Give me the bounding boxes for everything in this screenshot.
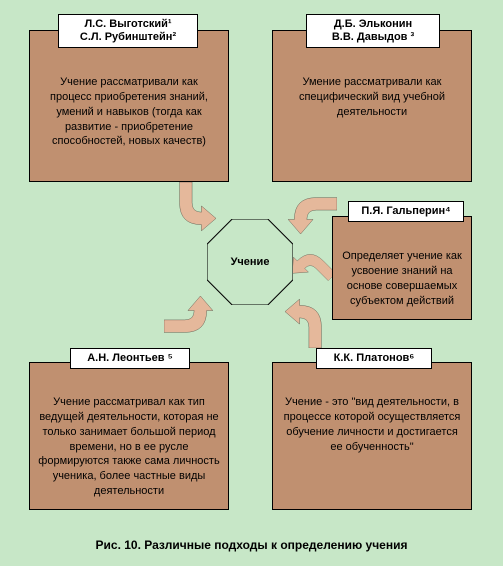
author-label-b2: Д.Б. ЭльконинВ.В. Давыдов ³ [306,14,440,48]
theory-box-b2: Умение рассматривали как специфический в… [272,30,472,182]
author-label-b1: Л.С. Выготский¹С.Л. Рубинштейн² [58,14,198,48]
theory-body-b4: Учение рассматривал как тип ведущей деят… [38,395,220,499]
center-label: Учение [231,256,270,268]
author-label-b4: А.Н. Леонтьев ⁵ [70,348,190,369]
arrow-b3 [292,242,336,286]
figure-caption: Рис. 10. Различные подходы к определению… [0,538,503,552]
theory-body-b1: Учение рассматривали как процесс приобре… [38,75,220,149]
theory-box-b3: Определяет учение как усвоение знаний на… [332,216,472,320]
theory-box-b4: Учение рассматривал как тип ведущей деят… [29,362,229,510]
author-label-b3: П.Я. Гальперин⁴ [348,201,464,222]
center-octagon: Учение [207,219,293,305]
author-label-b5: К.К. Платонов⁶ [316,348,432,369]
theory-body-b3: Определяет учение как усвоение знаний на… [341,249,463,308]
theory-box-b5: Учение - это "вид деятельности, в процес… [272,362,472,510]
theory-body-b2: Умение рассматривали как специфический в… [281,75,463,120]
theory-box-b1: Учение рассматривали как процесс приобре… [29,30,229,182]
theory-body-b5: Учение - это "вид деятельности, в процес… [281,395,463,454]
